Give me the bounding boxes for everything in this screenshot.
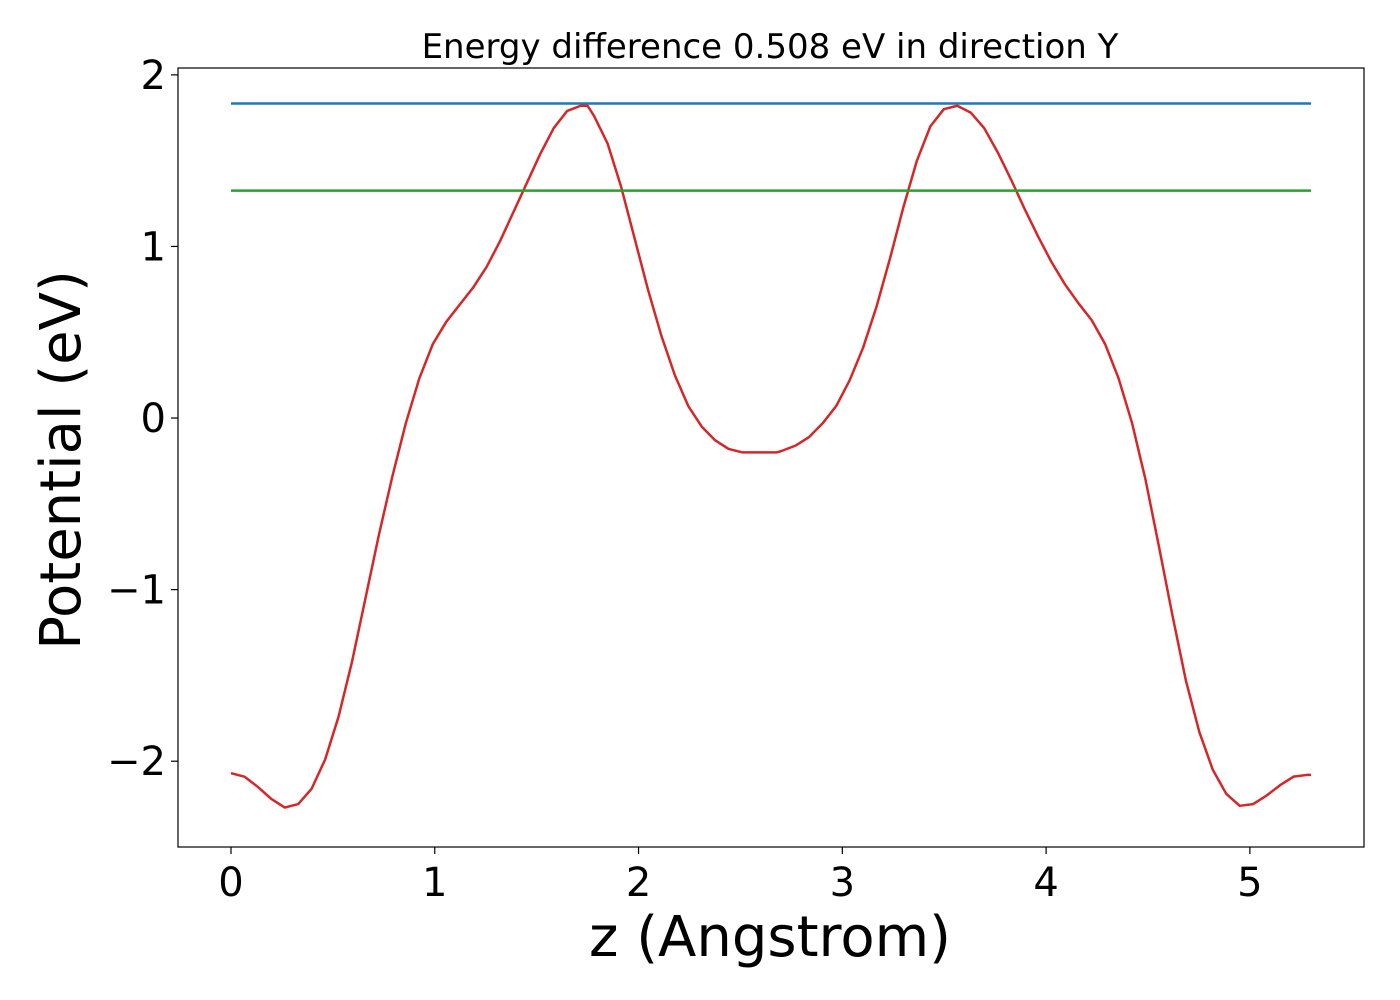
axis-ticks: 0 1 2 3 4 5 −2 −1 0 1 2 bbox=[107, 53, 1263, 906]
y-axis-label: Potential (eV) bbox=[29, 270, 94, 650]
y-tick-label-1: −1 bbox=[107, 568, 166, 614]
chart-title: Energy difference 0.508 eV in direction … bbox=[422, 27, 1119, 67]
y-tick-label-4: 2 bbox=[141, 53, 166, 99]
x-tick-label-4: 4 bbox=[1033, 860, 1058, 906]
y-tick-label-3: 1 bbox=[141, 224, 166, 270]
x-tick-label-3: 3 bbox=[830, 860, 855, 906]
x-tick-label-5: 5 bbox=[1237, 860, 1262, 906]
y-tick-label-0: −2 bbox=[107, 739, 166, 785]
series-line-0 bbox=[230, 104, 1312, 809]
plot-area bbox=[230, 102, 1312, 809]
x-tick-label-1: 1 bbox=[422, 860, 447, 906]
plot-frame bbox=[177, 67, 1365, 848]
x-tick-label-2: 2 bbox=[626, 860, 651, 906]
x-tick-label-0: 0 bbox=[218, 860, 243, 906]
y-tick-label-2: 0 bbox=[141, 396, 166, 442]
x-axis-label: z (Angstrom) bbox=[589, 905, 951, 970]
